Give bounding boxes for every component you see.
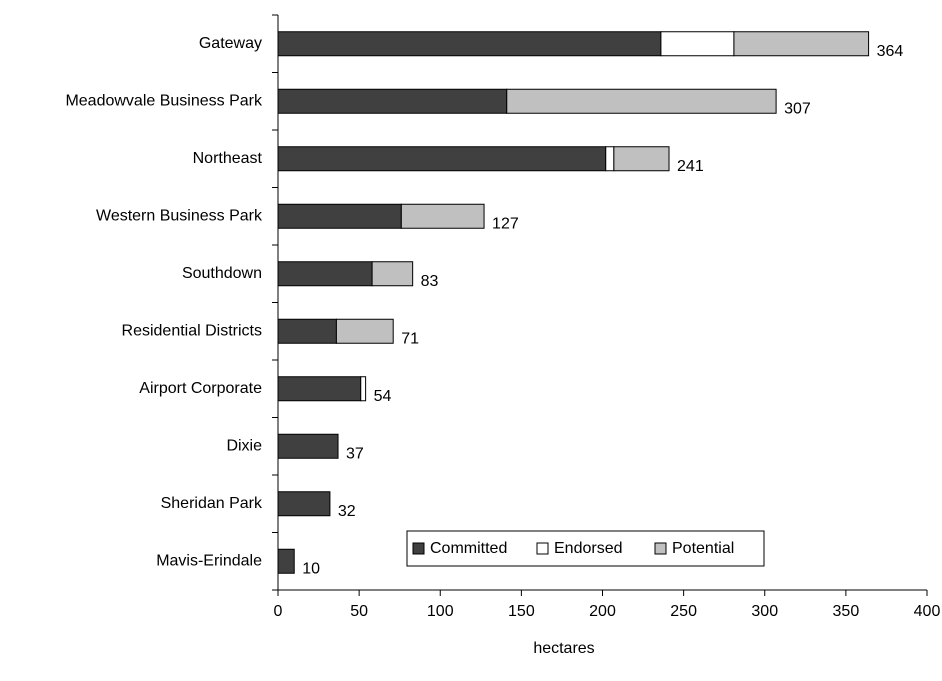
- legend-swatch-committed: [412, 542, 425, 555]
- x-tick-label: 250: [670, 603, 697, 620]
- category-label: Meadowvale Business Park: [65, 92, 263, 109]
- bar-segment-committed: [277, 146, 607, 172]
- x-axis-title: hectares: [533, 640, 594, 657]
- legend-swatch-endorsed: [536, 542, 549, 555]
- category-label: Dixie: [226, 437, 262, 454]
- legend-box: [406, 530, 765, 567]
- y-axis-labels: Gateway Meadowvale Business Park Northeast…: [65, 14, 278, 591]
- total-label: 37: [346, 445, 364, 462]
- bar-segment-committed: [277, 491, 331, 517]
- bar-segment-committed: [277, 88, 508, 114]
- total-label: 32: [338, 503, 356, 520]
- legend: Committed Endorsed Potential: [406, 530, 765, 567]
- x-tick-label: 400: [914, 603, 941, 620]
- total-label: 127: [492, 215, 519, 232]
- bar-segment-committed: [277, 318, 337, 344]
- category-label: Sheridan Park: [161, 495, 263, 512]
- bar-segment-committed: [277, 203, 402, 229]
- category-label: Residential Districts: [122, 322, 262, 339]
- bar-segment-committed: [277, 261, 373, 287]
- x-tick-label: 50: [350, 603, 368, 620]
- category-label: Southdown: [182, 265, 262, 282]
- bars-group: 364 307 241 127 83 71 54 37 32 10: [277, 31, 904, 577]
- legend-label: Potential: [672, 540, 734, 557]
- bar-segment-endorsed: [605, 146, 615, 172]
- bar-segment-potential: [613, 146, 670, 172]
- bar-segment-potential: [733, 31, 870, 57]
- bar-segment-endorsed: [660, 31, 735, 57]
- total-label: 71: [401, 330, 419, 347]
- bar-segment-committed: [277, 31, 662, 57]
- total-label: 307: [784, 100, 811, 117]
- category-label: Mavis-Erindale: [156, 552, 262, 569]
- total-label: 241: [677, 158, 704, 175]
- bar-segment-endorsed: [360, 376, 367, 402]
- category-label: Western Business Park: [96, 207, 263, 224]
- x-tick-label: 0: [274, 603, 283, 620]
- bar-segment-potential: [371, 261, 414, 287]
- x-tick-label: 350: [833, 603, 860, 620]
- x-tick-label: 100: [427, 603, 454, 620]
- category-label: Airport Corporate: [139, 380, 262, 397]
- bar-segment-potential: [506, 88, 777, 114]
- bar-segment-potential: [400, 203, 485, 229]
- x-tick-label: 200: [589, 603, 616, 620]
- total-label: 10: [302, 560, 320, 577]
- total-label: 364: [877, 43, 904, 60]
- total-label: 83: [421, 273, 439, 290]
- x-tick-label: 300: [751, 603, 778, 620]
- legend-swatch-potential: [654, 542, 667, 555]
- x-tick-label: 150: [508, 603, 535, 620]
- bar-segment-committed: [277, 433, 339, 459]
- x-axis-ticks: 0 50 100 150 200 250 300 350 400: [274, 590, 941, 620]
- category-label: Gateway: [199, 35, 262, 52]
- legend-label: Committed: [430, 540, 507, 557]
- bar-segment-potential: [335, 318, 394, 344]
- total-label: 54: [374, 388, 392, 405]
- legend-label: Endorsed: [554, 540, 623, 557]
- category-label: Northeast: [193, 150, 263, 167]
- bar-segment-committed: [277, 548, 295, 574]
- bar-segment-committed: [277, 376, 362, 402]
